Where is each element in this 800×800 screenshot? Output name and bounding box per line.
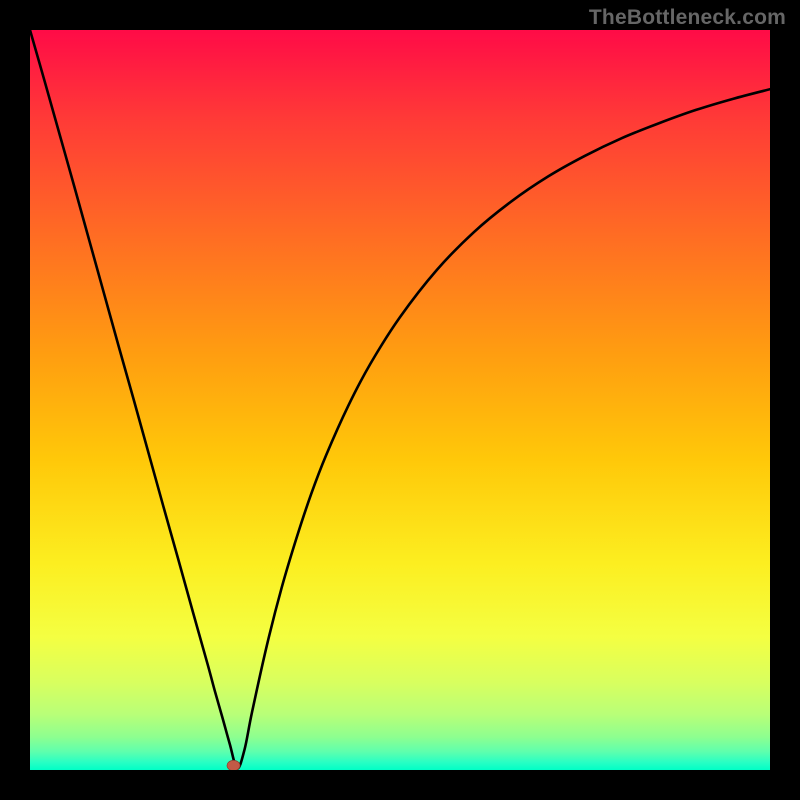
watermark-label: TheBottleneck.com [589,6,786,30]
gradient-background [30,30,770,770]
minimum-marker [227,760,240,770]
chart-container: TheBottleneck.com [0,0,800,800]
plot-svg [30,30,770,770]
plot-area [30,30,770,770]
